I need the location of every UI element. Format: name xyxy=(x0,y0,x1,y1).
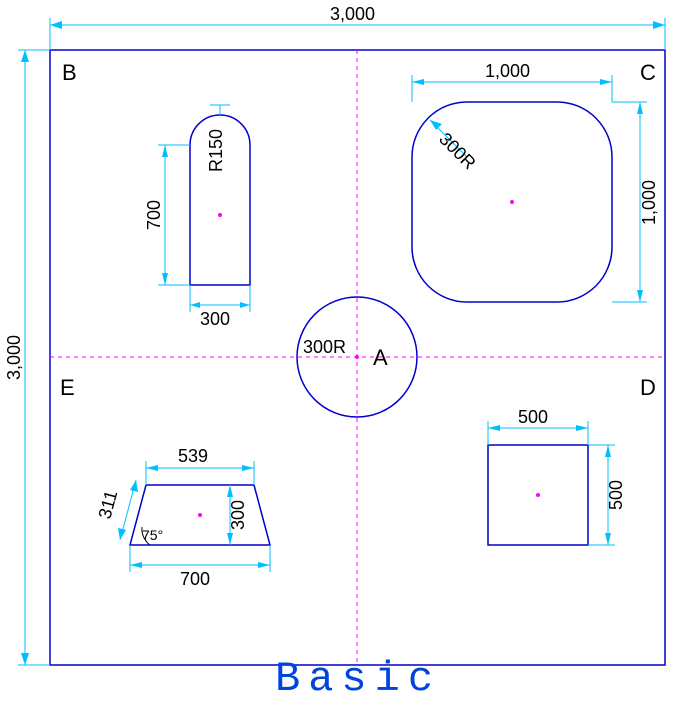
dim-outer-height: 3,000 xyxy=(4,50,50,665)
trap-slant-value: 311 xyxy=(95,488,122,521)
shape-square: 500 500 xyxy=(488,407,626,545)
sq-height-value: 500 xyxy=(606,480,626,510)
rsq-height-value: 1,000 xyxy=(639,180,659,225)
dim-outer-width-value: 3,000 xyxy=(330,4,375,24)
circle-radius-label: 300R xyxy=(303,337,346,357)
corner-A: A xyxy=(373,345,388,370)
corner-B: B xyxy=(62,60,77,85)
rsq-radius-value: 300R xyxy=(435,129,480,174)
corner-C: C xyxy=(640,60,656,85)
shape-trapezoid: 539 700 300 311 75° xyxy=(95,446,270,589)
trap-height-value: 300 xyxy=(228,500,248,530)
shape-pill: 300 700 R150 xyxy=(144,105,250,329)
dim-outer-width: 3,000 xyxy=(50,4,665,50)
trap-angle-value: 75° xyxy=(142,527,163,543)
pill-radius-value: R150 xyxy=(206,129,226,172)
pill-height-value: 700 xyxy=(144,200,164,230)
title-text: Basic xyxy=(275,655,441,703)
dim-outer-height-value: 3,000 xyxy=(4,335,24,380)
corner-E: E xyxy=(60,375,75,400)
pill-width-value: 300 xyxy=(200,309,230,329)
trap-bot-value: 700 xyxy=(180,569,210,589)
cad-diagram: 3,000 3,000 B C E D A 300R 300 700 xyxy=(0,0,700,703)
shape-rounded-square: 1,000 1,000 300R xyxy=(412,61,659,302)
sq-width-value: 500 xyxy=(518,407,548,427)
corner-D: D xyxy=(640,375,656,400)
rsq-width-value: 1,000 xyxy=(485,61,530,81)
trap-top-value: 539 xyxy=(178,446,208,466)
